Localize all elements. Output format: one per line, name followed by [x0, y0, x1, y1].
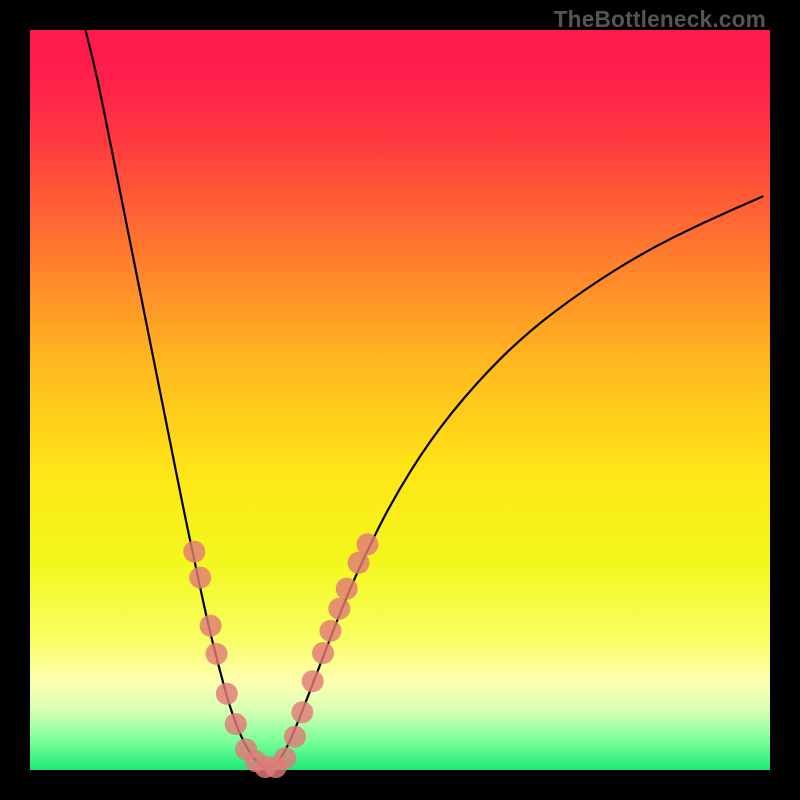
marker-dot — [328, 598, 350, 620]
marker-dot — [189, 567, 211, 589]
marker-dot — [205, 643, 227, 665]
marker-dot — [302, 670, 324, 692]
marker-dot — [312, 642, 334, 664]
watermark-text: TheBottleneck.com — [554, 6, 766, 33]
marker-dot — [319, 620, 341, 642]
marker-dot — [284, 726, 306, 748]
marker-dot — [274, 747, 296, 769]
plot-area — [30, 30, 770, 770]
marker-dot — [356, 533, 378, 555]
curve-left-branch — [86, 30, 267, 769]
marker-dot — [336, 578, 358, 600]
marker-dot — [216, 683, 238, 705]
marker-dot — [225, 713, 247, 735]
curve-right-branch — [267, 197, 763, 769]
curve-layer — [30, 30, 770, 770]
marker-dot — [291, 701, 313, 723]
marker-dot — [200, 615, 222, 637]
marker-dot — [183, 541, 205, 563]
markers-group — [183, 533, 378, 778]
chart-frame: TheBottleneck.com — [0, 0, 800, 800]
